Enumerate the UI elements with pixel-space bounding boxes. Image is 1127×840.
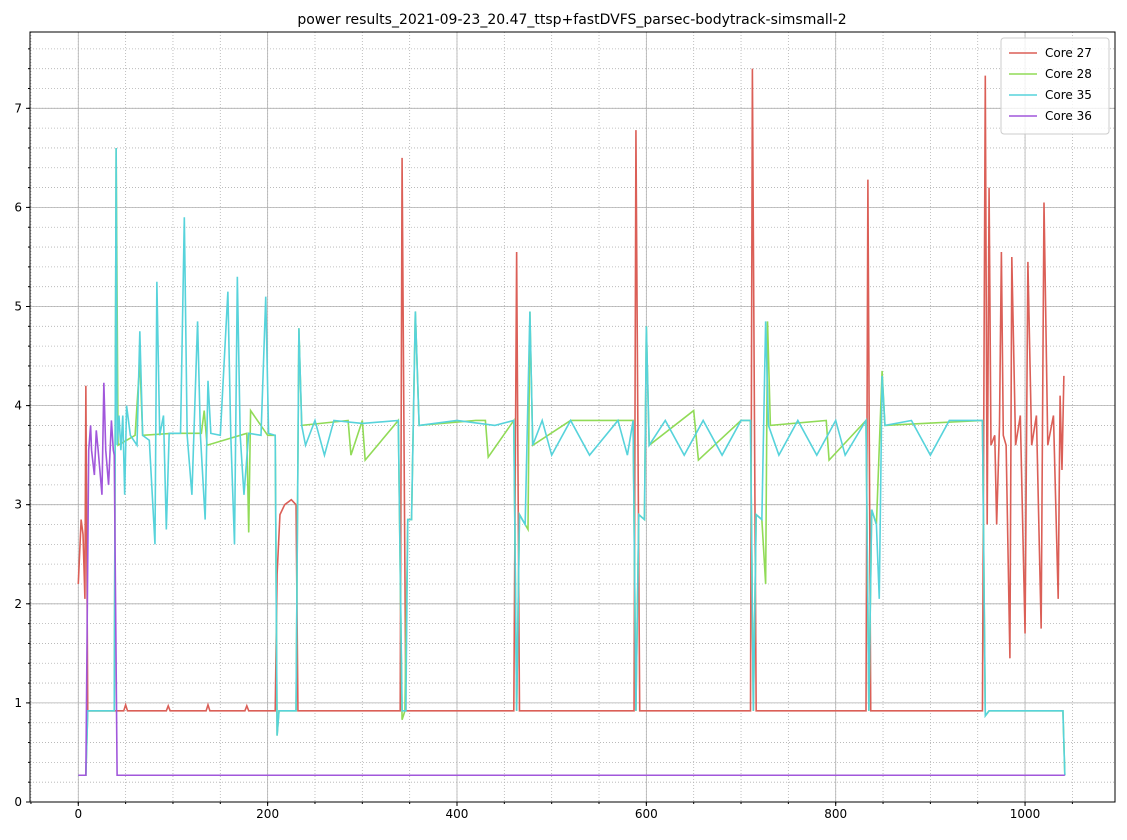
legend-label: Core 28 [1045,67,1092,81]
x-tick-label: 600 [635,807,658,821]
y-tick-label: 3 [14,498,22,512]
legend-label: Core 35 [1045,88,1092,102]
x-tick-label: 200 [256,807,279,821]
legend-box [1000,37,1110,135]
series-line [78,382,1065,777]
series-line [77,68,1065,712]
y-tick-label: 5 [14,300,22,314]
x-tick-label: 800 [824,807,847,821]
x-tick-label: 400 [446,807,469,821]
series-line [78,147,1066,777]
x-tick-label: 1000 [1010,807,1041,821]
x-tick-label: 0 [74,807,82,821]
plot-frame [29,31,1116,803]
legend-label: Core 27 [1045,46,1092,60]
y-tick-label: 6 [14,200,22,214]
series-line [78,147,1066,777]
chart-title: power results_2021-09-23_20.47_ttsp+fast… [297,12,846,28]
y-tick-label: 0 [14,795,22,809]
legend-label: Core 36 [1045,109,1092,123]
y-tick-label: 1 [14,696,22,710]
y-tick-label: 7 [14,101,22,115]
y-tick-label: 2 [14,597,22,611]
y-tick-label: 4 [14,399,22,413]
